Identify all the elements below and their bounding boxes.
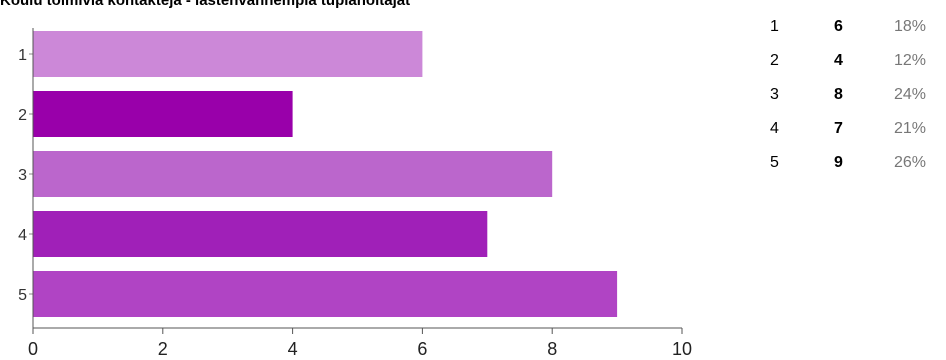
- legend-percent: 26%: [894, 154, 927, 171]
- legend-category: 1: [770, 18, 779, 35]
- legend-count: 9: [834, 154, 843, 171]
- y-tick-label-4: 4: [18, 227, 27, 244]
- axes-layer: 1 2 3 4 5 0 2 4 6 8 10: [18, 28, 692, 359]
- legend-category: 5: [770, 154, 779, 171]
- y-tick-label-2: 2: [18, 107, 27, 124]
- legend-percent: 12%: [894, 52, 927, 69]
- bar-5: [33, 271, 618, 317]
- legend-row: 3 8 24%: [770, 78, 944, 112]
- y-tick-label-5: 5: [18, 287, 27, 304]
- y-tick-label-3: 3: [18, 167, 27, 184]
- x-tick-label-8: 8: [547, 339, 557, 359]
- legend-row: 1 6 18%: [770, 10, 944, 44]
- legend-category: 4: [770, 120, 779, 137]
- bar-2: [33, 91, 293, 137]
- x-tick-label-10: 10: [672, 339, 692, 359]
- legend-count: 4: [834, 52, 843, 69]
- bar-3: [33, 151, 553, 197]
- legend-category: 2: [770, 52, 779, 69]
- bar-1: [33, 31, 423, 77]
- legend-count: 8: [834, 86, 843, 103]
- bar-4: [33, 211, 488, 257]
- legend-count: 6: [834, 18, 843, 35]
- legend-body: 1 6 18% 2 4 12% 3 8 24% 4 7 21% 5 9 26%: [770, 10, 944, 180]
- legend-row: 5 9 26%: [770, 146, 944, 180]
- y-tick-label-1: 1: [18, 47, 27, 64]
- chart-title: Koulu toimivia kontakteja - lastenvanhem…: [0, 0, 411, 9]
- bars-layer: [33, 31, 618, 317]
- legend-count: 7: [834, 120, 843, 137]
- x-tick-label-2: 2: [158, 339, 168, 359]
- legend-table: 1 6 18% 2 4 12% 3 8 24% 4 7 21% 5 9 26%: [770, 10, 944, 180]
- legend-row: 2 4 12%: [770, 44, 944, 78]
- legend-category: 3: [770, 86, 779, 103]
- x-tick-label-0: 0: [28, 339, 38, 359]
- legend-percent: 24%: [894, 86, 927, 103]
- x-tick-label-4: 4: [288, 339, 298, 359]
- legend-percent: 18%: [894, 18, 927, 35]
- x-tick-label-6: 6: [417, 339, 427, 359]
- legend-row: 4 7 21%: [770, 112, 944, 146]
- legend-percent: 21%: [894, 120, 927, 137]
